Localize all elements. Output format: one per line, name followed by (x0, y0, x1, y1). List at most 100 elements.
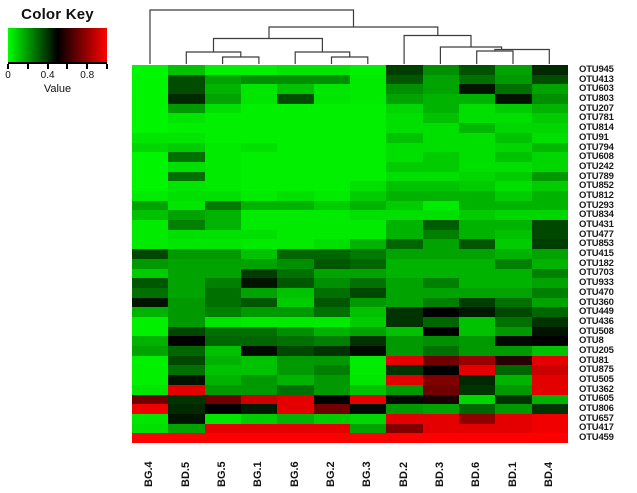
row-label: OTU417 (579, 422, 614, 434)
heatmap-cell (349, 84, 387, 95)
heatmap-cell (422, 142, 459, 153)
heatmap-cell (495, 423, 532, 434)
heatmap-cell (422, 239, 459, 250)
heatmap-cell (277, 239, 314, 250)
heatmap-cell (458, 181, 496, 191)
heatmap-cell (204, 65, 241, 75)
heatmap-cell (458, 171, 496, 182)
heatmap-cell (204, 287, 241, 298)
heatmap-cell (277, 123, 314, 133)
heatmap-cell (458, 103, 496, 114)
heatmap-cell (422, 103, 459, 114)
heatmap-cell (458, 200, 496, 211)
heatmap-cell (240, 94, 278, 104)
heatmap-cell (277, 84, 314, 95)
heatmap-cell (240, 152, 278, 162)
heatmap-cell (132, 181, 169, 191)
heatmap-cell (458, 113, 496, 124)
heatmap-cell (349, 384, 387, 395)
heatmap-cell (204, 433, 241, 443)
heatmap-cell (349, 190, 387, 201)
col-label: BD.1 (506, 461, 519, 487)
heatmap-cell (313, 152, 350, 162)
heatmap-cell (386, 181, 423, 191)
heatmap-cell (422, 404, 459, 414)
heatmap-cell (204, 404, 241, 414)
heatmap-cell (458, 346, 496, 356)
heatmap-cell (422, 74, 459, 85)
heatmap-grid (132, 65, 568, 443)
row-label: OTU8 (579, 335, 604, 347)
heatmap-cell (168, 220, 205, 230)
heatmap-cell (168, 316, 205, 327)
heatmap-cell (458, 413, 496, 424)
heatmap-cell (422, 384, 459, 395)
heatmap-cell (240, 423, 278, 434)
heatmap-cell (422, 152, 459, 162)
heatmap-cell (240, 161, 278, 172)
heatmap-cell (168, 210, 205, 221)
heatmap-cell (204, 181, 241, 191)
heatmap-cell (349, 161, 387, 172)
heatmap-cell (531, 287, 568, 298)
row-label: OTU933 (579, 277, 614, 289)
heatmap-cell (313, 297, 350, 308)
heatmap-cell (313, 258, 350, 269)
heatmap-cell (386, 229, 423, 240)
heatmap-cell (531, 171, 568, 182)
color-key-tick-label: 0 (5, 70, 11, 81)
heatmap-cell (495, 375, 532, 385)
heatmap-cell (349, 94, 387, 104)
heatmap-cell (349, 346, 387, 356)
heatmap-cell (458, 326, 496, 337)
heatmap-cell (277, 336, 314, 347)
heatmap-cell (386, 375, 423, 385)
heatmap-cell (168, 394, 205, 405)
heatmap-cell (386, 413, 423, 424)
heatmap-cell (313, 365, 350, 376)
heatmap-cell (458, 152, 496, 162)
heatmap-cell (422, 355, 459, 366)
heatmap-cell (240, 258, 278, 269)
heatmap-cell (277, 316, 314, 327)
heatmap-cell (495, 190, 532, 201)
heatmap-cell (204, 384, 241, 395)
heatmap-cell (168, 161, 205, 172)
heatmap-cell (313, 404, 350, 414)
heatmap-cell (277, 94, 314, 104)
heatmap-cell (386, 297, 423, 308)
heatmap-cell (204, 94, 241, 104)
heatmap-cell (531, 210, 568, 221)
heatmap-cell (495, 65, 532, 75)
heatmap-cell (349, 123, 387, 133)
heatmap-cell (240, 210, 278, 221)
heatmap-cell (277, 103, 314, 114)
row-label: OTU852 (579, 180, 614, 192)
heatmap-cell (349, 326, 387, 337)
heatmap-cell (495, 278, 532, 288)
heatmap-cell (495, 268, 532, 279)
heatmap-cell (277, 258, 314, 269)
heatmap-cell (204, 365, 241, 376)
heatmap-cell (495, 84, 532, 95)
heatmap-cell (386, 200, 423, 211)
heatmap-cell (495, 433, 532, 443)
row-label: OTU449 (579, 306, 614, 318)
heatmap-cell (495, 210, 532, 221)
heatmap-cell (458, 278, 496, 288)
heatmap-cell (458, 123, 496, 133)
heatmap-cell (277, 268, 314, 279)
heatmap-cell (132, 355, 169, 366)
heatmap-cell (386, 220, 423, 230)
row-label: OTU605 (579, 393, 614, 405)
heatmap-cell (495, 113, 532, 124)
heatmap-cell (132, 220, 169, 230)
heatmap-cell (240, 413, 278, 424)
heatmap-cell (132, 74, 169, 85)
heatmap-cell (531, 239, 568, 250)
heatmap-cell (168, 84, 205, 95)
color-key-axis-label: Value (43, 83, 72, 95)
heatmap-cell (204, 74, 241, 85)
heatmap-cell (349, 152, 387, 162)
row-label: OTU413 (579, 73, 614, 85)
